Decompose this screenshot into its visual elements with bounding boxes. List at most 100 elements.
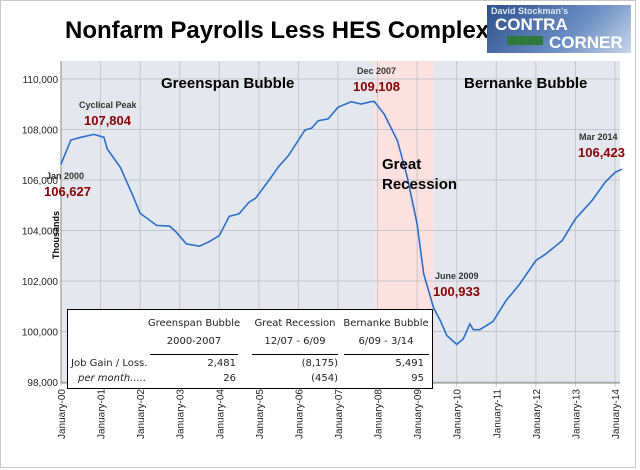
data-point [228, 215, 230, 217]
x-tick-label: January-04 [215, 389, 226, 439]
data-point [106, 148, 108, 150]
annotation-label-jun2009: June 2009 [435, 271, 479, 281]
region-label-recession: Great Recession [382, 156, 458, 193]
table-header-recession: Great Recession [254, 318, 336, 329]
annotation-label-dec2007: Dec 2007 [357, 66, 397, 76]
y-tick-label: 102,000 [22, 277, 59, 288]
annotation-value-jun2009: 100,933 [433, 284, 480, 299]
data-point [370, 101, 372, 103]
data-point [254, 197, 257, 199]
data-point [604, 181, 606, 183]
data-point [238, 213, 240, 215]
logo-line3: CORNER [549, 33, 623, 52]
data-point [119, 166, 121, 168]
y-tick-label: 98,000 [27, 378, 58, 389]
row-label-job-gain: Job Gain / Loss. [71, 358, 148, 369]
cell-value: 26 [223, 373, 236, 384]
data-point [396, 140, 398, 142]
data-point [373, 100, 375, 103]
y-tick-label: 108,000 [22, 126, 59, 137]
data-point [287, 154, 290, 157]
data-point [327, 118, 329, 120]
x-tick-label: January-03 [176, 389, 187, 439]
y-tick-label: 106,000 [22, 176, 59, 187]
data-point [469, 323, 471, 325]
x-tick-label: January-12 [532, 389, 543, 439]
data-point [446, 334, 448, 337]
region-label-greenspan: Greenspan Bubble [161, 75, 295, 92]
x-tick-label: January-08 [374, 389, 385, 439]
annotation-value-peak: 107,804 [84, 113, 131, 128]
data-point [406, 176, 408, 178]
data-point [185, 243, 187, 245]
annotation-label-peak: Cyclical Peak [79, 100, 137, 110]
data-point [80, 136, 82, 138]
header-underline [150, 354, 238, 355]
y-tick-label: 100,000 [22, 328, 59, 339]
row-label-per-month: per month..... [78, 373, 147, 384]
payrolls-line [60, 100, 622, 346]
data-point [156, 224, 158, 227]
data-point [518, 283, 520, 286]
cell-value: 95 [411, 373, 424, 384]
summary-table: Greenspan Bubble 2000-2007 Great Recessi… [67, 309, 433, 389]
x-tick-label: January-13 [571, 389, 582, 439]
y-axis-label: Thousands [51, 211, 61, 259]
data-point [423, 273, 425, 275]
annotation-value-jan2000: 106,627 [44, 184, 91, 199]
table-subheader-recession: 12/07 - 6/09 [264, 336, 326, 347]
data-point [350, 101, 352, 103]
logo-line2: CONTRA [495, 15, 568, 34]
y-tick-label: 104,000 [22, 227, 59, 238]
region-label-bernanke: Bernanke Bubble [464, 75, 588, 92]
data-point [198, 245, 201, 247]
data-point [535, 259, 537, 262]
data-point [383, 113, 385, 115]
data-point [311, 127, 313, 129]
contra-corner-logo: David Stockman's CONTRA CORNER [487, 5, 631, 53]
data-point [248, 201, 250, 203]
data-point [208, 241, 210, 243]
data-point [416, 223, 418, 225]
data-point [614, 171, 616, 174]
annotation-label-mar2014: Mar 2014 [579, 132, 618, 142]
table-header-bernanke: Bernanke Bubble [343, 318, 429, 329]
x-tick-label: January-00 [57, 389, 68, 439]
header-underline [344, 354, 429, 355]
table-header-greenspan: Greenspan Bubble [147, 318, 241, 329]
x-tick-label: January-05 [255, 389, 266, 439]
header-underline [252, 354, 338, 355]
data-point [574, 218, 577, 220]
annotation-label-jan2000: Jan 2000 [46, 171, 85, 181]
table-subheader-bernanke: 6/09 - 3/14 [358, 336, 414, 347]
data-point [561, 240, 563, 242]
cell-value: 5,491 [395, 358, 424, 369]
data-point [620, 168, 623, 170]
data-point [218, 234, 220, 237]
data-point [175, 231, 178, 233]
data-point [278, 166, 280, 168]
data-point [337, 106, 339, 108]
data-point [132, 196, 135, 198]
data-point [492, 320, 494, 322]
data-point [591, 200, 593, 202]
data-point [317, 120, 319, 122]
annotation-value-dec2007: 109,108 [353, 79, 400, 94]
data-point [268, 179, 270, 182]
x-tick-label: January-01 [97, 389, 108, 439]
cell-value: (8,175) [301, 358, 338, 369]
annotation-value-mar2014: 106,423 [578, 145, 625, 160]
data-point [433, 307, 435, 309]
data-point [545, 253, 547, 255]
data-point [472, 329, 474, 331]
chart-title: Nonfarm Payrolls Less HES Complex [65, 17, 490, 44]
table-subheader-greenspan: 2000-2007 [166, 336, 222, 347]
data-point [505, 299, 507, 302]
x-tick-label: January-09 [413, 389, 424, 439]
data-point [462, 338, 464, 340]
data-point [439, 319, 441, 321]
data-point [139, 212, 141, 214]
cell-value: 2,481 [207, 358, 236, 369]
